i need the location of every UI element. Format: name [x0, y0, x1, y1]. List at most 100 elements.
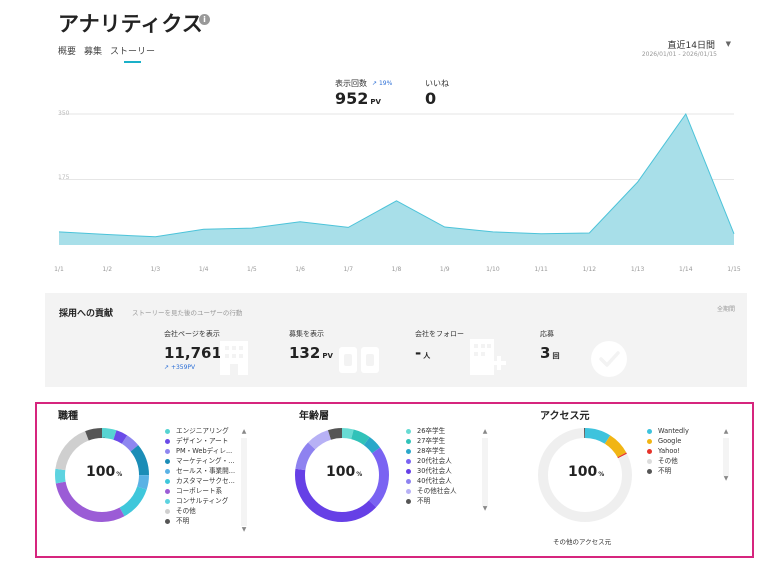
access-source-scrollbar[interactable]: [723, 438, 729, 476]
company-page-delta-value: +359PV: [170, 364, 196, 371]
info-icon[interactable]: i: [199, 14, 210, 25]
donut-slice: [295, 428, 389, 522]
legend-label: 28卒学生: [417, 447, 446, 455]
x-tick-label: 1/8: [391, 266, 402, 273]
legend-label: 27卒学生: [417, 437, 446, 445]
legend-item: その他社会人: [406, 486, 457, 496]
legend-item: 26卒学生: [406, 426, 457, 436]
company-page-number: 11,761: [164, 344, 222, 362]
company-page-label: 会社ページを表示: [164, 330, 220, 338]
legend-dot: [406, 448, 411, 454]
legend-dot: [647, 468, 652, 474]
legend-label: その他: [176, 507, 196, 515]
contribution-period: 全期間: [716, 306, 735, 313]
legend-item: 40代社会人: [406, 476, 457, 486]
jobs-view-label: 募集を表示: [289, 330, 324, 338]
contribution-subtitle: ストーリーを見た後のユーザーの行動: [132, 309, 243, 317]
legend-item: デザイン・アート: [165, 436, 235, 446]
legend-label: カスタマーサクセ...: [176, 477, 235, 485]
age-group-legend: 26卒学生 27卒学生 28卒学生 20代社会人 30代社会人 40代社会人 その他社会人不…: [406, 426, 457, 506]
legend-dot: [647, 428, 652, 434]
legend-dot: [406, 498, 411, 504]
legend-label: エンジニアリング: [176, 427, 229, 435]
legend-label: 20代社会人: [417, 457, 452, 465]
legend-dot: [406, 438, 411, 444]
legend-label: Wantedly: [658, 427, 689, 435]
legend-label: その他社会人: [417, 487, 457, 495]
scroll-down-icon[interactable]: ▼: [241, 526, 247, 533]
donut-slice: [295, 428, 389, 522]
views-label: 表示回数: [335, 79, 367, 88]
building-plus-icon: [470, 339, 506, 375]
legend-label: 30代社会人: [417, 467, 452, 475]
legend-label: PM・Webディレ...: [176, 447, 233, 455]
legend-item: マーケティング・...: [165, 456, 235, 466]
x-tick-label: 1/2: [102, 266, 113, 273]
legend-label: Google: [658, 437, 682, 445]
scroll-up-icon[interactable]: ▲: [482, 428, 488, 435]
views-number: 952: [335, 89, 369, 108]
x-tick-label: 1/1: [54, 266, 64, 273]
age-group-scrollbar[interactable]: [482, 438, 488, 506]
tab-jobs[interactable]: 募集: [84, 47, 103, 57]
age-group-center-value: 100: [326, 464, 356, 480]
apply-number: 3: [540, 344, 551, 362]
legend-item: カスタマーサクセ...: [165, 476, 235, 486]
scroll-down-icon[interactable]: ▼: [482, 505, 488, 512]
legend-dot: [647, 438, 652, 444]
views-area: [59, 114, 734, 245]
views-delta-value: 19%: [378, 80, 393, 87]
scroll-up-icon[interactable]: ▲: [241, 428, 247, 435]
job-type-center: 100%: [86, 464, 122, 480]
legend-dot: [165, 498, 170, 504]
tab-stories[interactable]: ストーリー: [110, 44, 155, 63]
follow-unit: 人: [423, 352, 431, 360]
age-group-center: 100%: [326, 464, 362, 480]
age-group-title: 年齢層: [299, 411, 329, 422]
scroll-down-icon[interactable]: ▼: [723, 475, 729, 482]
legend-dot: [165, 468, 170, 474]
views-unit: PV: [370, 98, 381, 106]
other-access-sources-link[interactable]: その他のアクセス元: [553, 538, 612, 546]
y-tick-label: 175: [58, 174, 70, 181]
legend-dot: [165, 438, 170, 444]
jobs-view-unit: PV: [322, 352, 333, 360]
legend-dot: [406, 468, 411, 474]
legend-label: デザイン・アート: [176, 437, 229, 445]
access-source-title: アクセス元: [540, 411, 590, 422]
job-type-legend: エンジニアリング デザイン・アート PM・Webディレ... マーケティング・... セ…: [165, 426, 235, 526]
legend-item: コーポレート系: [165, 486, 235, 496]
job-type-donut: [55, 428, 149, 522]
y-tick-label: 350: [58, 110, 70, 117]
legend-label: 不明: [417, 497, 431, 505]
date-range-select[interactable]: 直近14日間: [667, 41, 715, 51]
legend-dot: [165, 428, 170, 434]
views-delta: ↗ 19%: [372, 80, 392, 87]
highlight-box: [35, 402, 754, 558]
legend-dot: [406, 478, 411, 484]
legend-item: 不明: [165, 516, 235, 526]
donut-slice: [538, 428, 632, 522]
views-value: 952 PV: [335, 89, 381, 108]
legend-dot: [165, 518, 170, 524]
age-group-center-unit: %: [356, 471, 363, 478]
arrow-up-icon: ↗: [372, 80, 378, 87]
x-tick-label: 1/10: [486, 266, 500, 273]
apply-label: 応募: [540, 330, 554, 338]
access-source-legend: Wantedly Google Yahoo! その他 不明: [647, 426, 689, 476]
legend-item: Wantedly: [647, 426, 689, 436]
job-type-scrollbar[interactable]: [241, 438, 247, 526]
x-tick-label: 1/12: [582, 266, 597, 273]
chevron-down-icon[interactable]: ▼: [725, 40, 731, 48]
legend-label: Yahoo!: [658, 447, 681, 455]
donut-slice: [538, 428, 632, 522]
scroll-up-icon[interactable]: ▲: [723, 428, 729, 435]
tab-overview[interactable]: 概要: [58, 47, 77, 57]
x-tick-label: 1/3: [150, 266, 161, 273]
donut-slice: [295, 428, 389, 522]
company-page-delta: ↗ +359PV: [164, 364, 196, 371]
x-tick-label: 1/7: [343, 266, 354, 273]
legend-dot: [406, 458, 411, 464]
x-tick-label: 1/14: [679, 266, 693, 273]
job-type-title: 職種: [58, 411, 78, 422]
